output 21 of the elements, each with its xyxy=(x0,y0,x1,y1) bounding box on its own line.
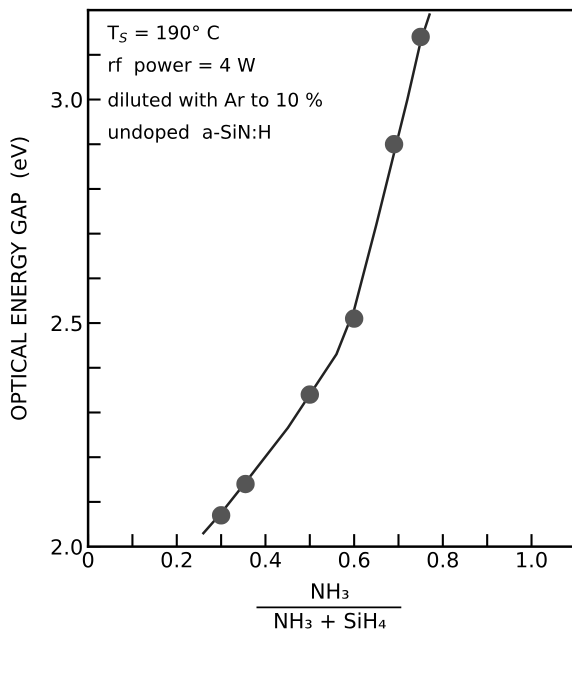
x-tick-label: 1.0 xyxy=(517,552,547,568)
x-tick-label: 0.4 xyxy=(250,552,281,568)
point xyxy=(344,309,364,328)
y-tick-label: 2.0 xyxy=(52,539,82,555)
x-tick-label: 0.6 xyxy=(338,552,370,568)
annotation: undoped a-SiN:H xyxy=(109,124,270,143)
y-axis-title: OPTICAL ENERGY GAP (eV) xyxy=(10,138,30,420)
annotation: diluted with Ar to 10 % xyxy=(108,92,322,107)
point xyxy=(300,385,320,404)
annotation: rf power = 4 W xyxy=(109,57,256,76)
x-axis-title: NH₃ NH₃ + SiH₄ xyxy=(275,583,386,629)
y-tick-label: 3.0 xyxy=(52,92,82,108)
x-tick-label: 0 xyxy=(82,552,94,568)
point xyxy=(212,506,230,525)
point xyxy=(411,28,430,46)
annotation: T$_{S}$ = 190° C xyxy=(107,25,219,43)
y-tick-label: 2.5 xyxy=(52,316,82,332)
x-tick-label: 0.8 xyxy=(428,552,458,568)
x-tick-label: 0.2 xyxy=(162,552,192,568)
point xyxy=(384,135,404,154)
point xyxy=(236,474,255,494)
